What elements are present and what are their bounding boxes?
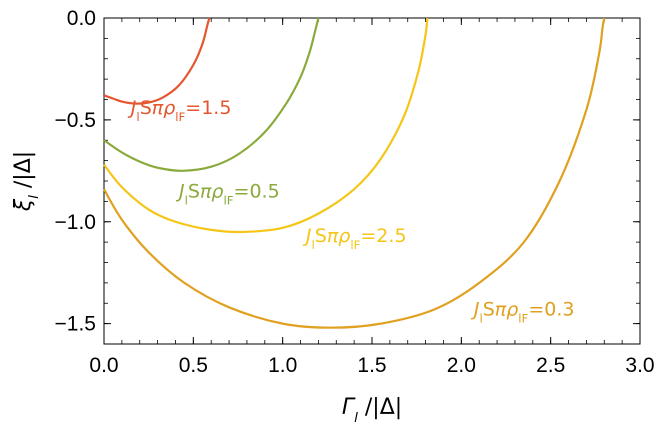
y-tick-label: −0.5 bbox=[55, 109, 96, 132]
curve-label-3: JlSπρlF=2.5 bbox=[302, 225, 407, 252]
x-axis-label: Γl /|Δ| bbox=[342, 395, 402, 426]
y-axis-label: ξl /|Δ| bbox=[11, 151, 42, 212]
tick-labels: 0.0 0.5 1.0 1.5 2.0 2.5 3.0 0.0 −0.5 −1.0 −1.5 bbox=[55, 7, 655, 377]
x-tick-label: 1.5 bbox=[357, 354, 386, 377]
x-tick-label: 0.0 bbox=[89, 354, 118, 377]
curve-label-4: JlSπρlF=0.3 bbox=[470, 298, 575, 325]
x-tick-label: 2.0 bbox=[447, 354, 476, 377]
curve-annotations: JlSπρlF=1.5 JlSπρlF=0.5 JlSπρlF=2.5 JlSπρlF… bbox=[127, 97, 575, 326]
series-line-4 bbox=[103, 17, 606, 329]
curve-label-2: JlSπρlF=0.5 bbox=[175, 180, 280, 207]
y-tick-label: −1.0 bbox=[55, 211, 96, 234]
series-line-1 bbox=[103, 17, 211, 105]
series-line-2 bbox=[103, 17, 320, 172]
series-lines bbox=[103, 17, 606, 329]
axis-ticks bbox=[103, 17, 641, 345]
curve-label-1: JlSπρlF=1.5 bbox=[127, 97, 232, 124]
y-tick-label: −1.5 bbox=[55, 313, 96, 336]
x-tick-label: 1.0 bbox=[268, 354, 297, 377]
x-tick-label: 2.5 bbox=[536, 354, 565, 377]
series-line-3 bbox=[103, 17, 429, 234]
x-tick-label: 3.0 bbox=[625, 354, 654, 377]
y-tick-label: 0.0 bbox=[67, 7, 96, 30]
x-tick-label: 0.5 bbox=[179, 354, 208, 377]
